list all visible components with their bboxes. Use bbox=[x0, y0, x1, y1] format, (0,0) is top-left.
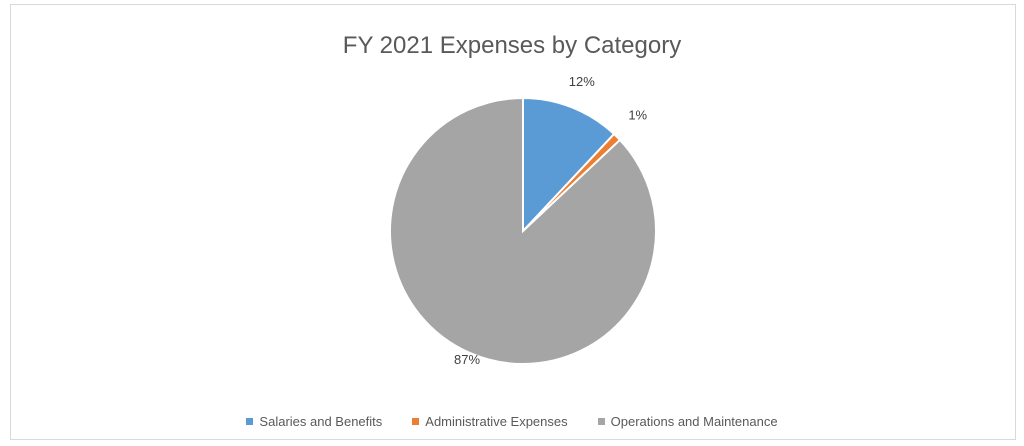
legend-item-salaries: Salaries and Benefits bbox=[246, 414, 382, 429]
slice-salaries bbox=[522, 96, 616, 234]
legend-swatch-operations bbox=[597, 418, 605, 425]
label-administrative: 1% bbox=[628, 108, 647, 123]
legend-swatch-salaries bbox=[246, 418, 254, 425]
chart-legend: Salaries and Benefits Administrative Exp… bbox=[0, 414, 1024, 429]
legend-item-administrative: Administrative Expenses bbox=[412, 414, 568, 429]
label-salaries: 12% bbox=[569, 74, 595, 89]
legend-label-operations: Operations and Maintenance bbox=[610, 414, 778, 429]
chart-title: FY 2021 Expenses by Category bbox=[342, 32, 682, 59]
label-operations: 87% bbox=[454, 352, 480, 367]
legend-swatch-administrative bbox=[412, 418, 420, 425]
legend-item-operations: Operations and Maintenance bbox=[597, 414, 778, 429]
legend-label-administrative: Administrative Expenses bbox=[425, 414, 568, 429]
legend-label-salaries: Salaries and Benefits bbox=[259, 414, 383, 429]
slice-operations bbox=[389, 96, 657, 365]
